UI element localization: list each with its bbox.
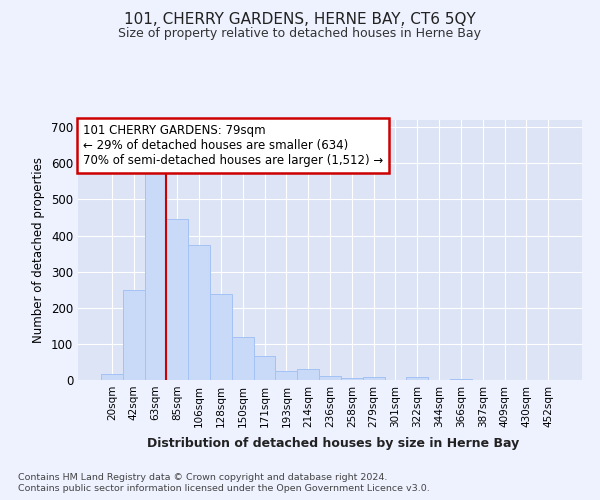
Bar <box>145 169 166 380</box>
Bar <box>210 294 232 380</box>
Bar <box>406 377 428 380</box>
Bar <box>232 336 254 380</box>
Bar <box>297 369 319 380</box>
Text: Size of property relative to detached houses in Herne Bay: Size of property relative to detached ho… <box>119 28 482 40</box>
Text: 101 CHERRY GARDENS: 79sqm
← 29% of detached houses are smaller (634)
70% of semi: 101 CHERRY GARDENS: 79sqm ← 29% of detac… <box>83 124 383 167</box>
Text: Contains public sector information licensed under the Open Government Licence v3: Contains public sector information licen… <box>18 484 430 493</box>
Bar <box>254 356 275 380</box>
Bar <box>123 290 145 380</box>
Text: 101, CHERRY GARDENS, HERNE BAY, CT6 5QY: 101, CHERRY GARDENS, HERNE BAY, CT6 5QY <box>124 12 476 28</box>
Bar <box>166 220 188 380</box>
Bar <box>188 244 210 380</box>
Bar <box>275 371 297 380</box>
Bar <box>319 376 341 380</box>
Y-axis label: Number of detached properties: Number of detached properties <box>32 157 46 343</box>
Bar <box>101 374 123 380</box>
Text: Distribution of detached houses by size in Herne Bay: Distribution of detached houses by size … <box>147 438 519 450</box>
Bar <box>363 377 385 380</box>
Bar <box>341 378 363 380</box>
Text: Contains HM Land Registry data © Crown copyright and database right 2024.: Contains HM Land Registry data © Crown c… <box>18 472 388 482</box>
